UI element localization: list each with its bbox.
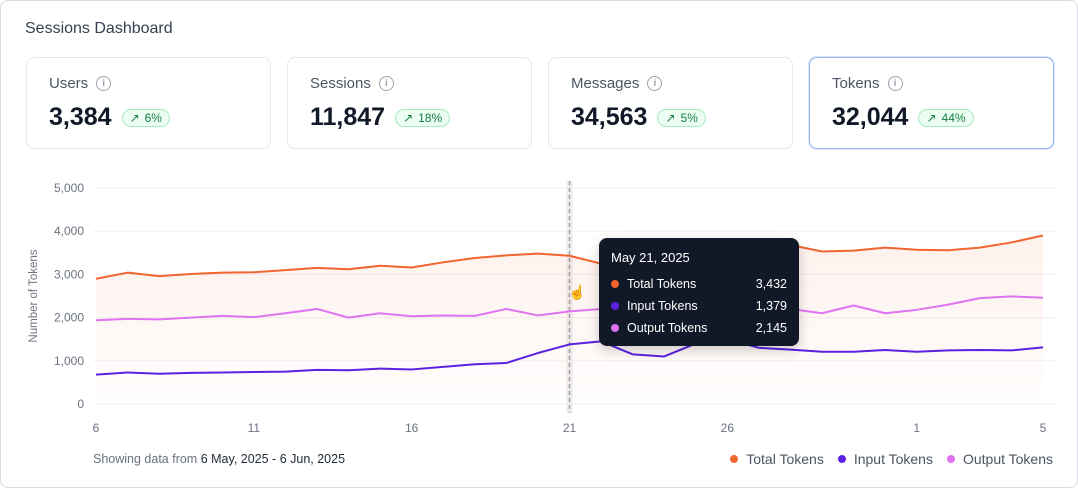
y-tick-label: 5,000 — [54, 181, 84, 195]
arrow-up-right-icon: ↗ — [129, 110, 140, 125]
arrow-up-right-icon: ↗ — [403, 110, 414, 125]
series-line-total-tokens — [95, 234, 1044, 280]
y-tick-label: 2,000 — [54, 311, 84, 325]
change-badge: ↗ 18% — [395, 108, 451, 127]
y-tick-label: 0 — [77, 397, 84, 411]
y-axis-label: Number of Tokens — [28, 249, 40, 342]
x-tick-label: 21 — [563, 421, 577, 435]
chart-tooltip: May 21, 2025 Total Tokens 3,432 Input Tok… — [599, 238, 799, 346]
arrow-up-right-icon: ↗ — [665, 110, 676, 125]
info-icon[interactable]: i — [96, 76, 112, 91]
change-badge: ↗ 6% — [121, 108, 170, 127]
info-icon[interactable]: i — [647, 76, 663, 91]
change-badge: ↗ 44% — [918, 108, 974, 127]
legend-dot-icon — [946, 455, 955, 463]
metric-label: Users — [49, 75, 89, 92]
series-dot-icon — [611, 302, 619, 310]
hand-cursor-icon: ☝ — [569, 283, 586, 301]
x-tick-label: 11 — [248, 421, 261, 435]
page-title: Sessions Dashboard — [25, 20, 173, 37]
series-line-input-tokens — [95, 338, 1044, 376]
tooltip-row: Total Tokens 3,432 — [611, 273, 787, 295]
info-icon[interactable]: i — [887, 76, 903, 91]
tooltip-row: Input Tokens 1,379 — [611, 295, 787, 317]
y-tick-label: 4,000 — [54, 224, 84, 238]
metric-label: Sessions — [310, 75, 371, 92]
metric-value: 11,847 — [310, 103, 386, 131]
arrow-up-right-icon: ↗ — [926, 110, 937, 125]
tooltip-date: May 21, 2025 — [611, 250, 690, 265]
x-tick-label: 5 — [1040, 421, 1047, 435]
metric-value: 32,044 — [832, 103, 909, 131]
chart-legend: Total Tokens Input Tokens Output Tokens — [730, 451, 1053, 467]
metric-card-sessions[interactable]: Sessions i 11,847 ↗ 18% — [287, 57, 532, 149]
info-icon[interactable]: i — [378, 76, 394, 91]
legend-dot-icon — [837, 455, 846, 463]
metric-label: Tokens — [832, 75, 880, 92]
legend-dot-icon — [730, 455, 739, 463]
change-badge: ↗ 5% — [657, 108, 706, 127]
x-tick-label: 1 — [913, 421, 920, 435]
metric-value: 34,563 — [571, 103, 648, 131]
series-dot-icon — [611, 324, 619, 332]
metric-value: 3,384 — [49, 103, 112, 131]
metric-card-messages[interactable]: Messages i 34,563 ↗ 5% — [548, 57, 793, 149]
metric-card-tokens[interactable]: Tokens i 32,044 ↗ 44% — [809, 57, 1054, 149]
x-tick-label: 6 — [93, 421, 100, 435]
y-tick-label: 1,000 — [54, 354, 84, 368]
legend-item[interactable]: Output Tokens — [946, 451, 1053, 467]
legend-item[interactable]: Input Tokens — [837, 451, 933, 467]
x-tick-label: 26 — [721, 421, 735, 435]
series-dot-icon — [611, 280, 619, 288]
metric-card-users[interactable]: Users i 3,384 ↗ 6% — [26, 57, 271, 149]
tooltip-row: Output Tokens 2,145 — [611, 317, 787, 339]
series-line-output-tokens — [95, 295, 1044, 322]
metric-label: Messages — [571, 75, 640, 92]
total-tokens-area — [96, 235, 1043, 404]
x-tick-label: 16 — [405, 421, 419, 435]
date-range-caption: Showing data from 6 May, 2025 - 6 Jun, 2… — [93, 452, 346, 466]
date-range: 6 May, 2025 - 6 Jun, 2025 — [200, 452, 346, 466]
y-tick-label: 3,000 — [54, 267, 84, 281]
legend-item[interactable]: Total Tokens — [730, 451, 824, 467]
